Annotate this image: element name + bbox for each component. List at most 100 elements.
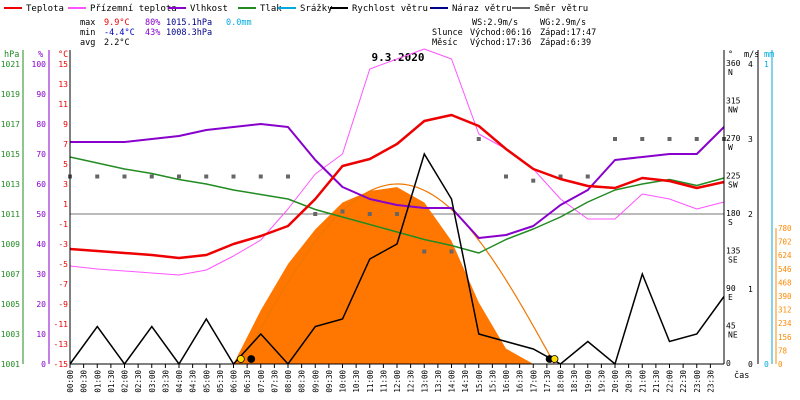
- wind-direction-point: [177, 174, 181, 179]
- legend-label: Vlhkost: [190, 4, 228, 14]
- stats-avg-temp: 2.2°C: [104, 38, 130, 48]
- sun-label: Slunce: [432, 28, 463, 38]
- x-tick-label: 10:30: [352, 370, 361, 393]
- legend-label: Přízemní teplota: [90, 4, 177, 14]
- temp-tick-label: 15: [58, 60, 68, 69]
- pct-tick-label: 10: [36, 330, 46, 339]
- temp-tick-label: 13: [58, 80, 68, 89]
- rain-tick-label: 0: [764, 360, 769, 369]
- x-tick-label: 22:00: [666, 370, 675, 393]
- x-tick-label: 16:00: [502, 370, 511, 393]
- pct-tick-label: 20: [36, 300, 46, 309]
- direction-tick-label: 360: [726, 59, 741, 68]
- stats-max-press: 1015.1hPa: [166, 18, 212, 28]
- x-tick-label: 09:00: [311, 370, 320, 393]
- legend-label: Rychlost větru: [352, 4, 428, 14]
- wind-direction-point: [313, 212, 318, 216]
- x-tick-label: 00:30: [80, 370, 89, 393]
- direction-tick-label: 90: [726, 284, 736, 293]
- left-axes: 1021101910171015101310111009100710051003…: [1, 50, 724, 369]
- temp-tick-label: -7: [58, 280, 68, 289]
- chart-title: 9.3.2020: [372, 51, 425, 64]
- wind-speed-tick-label: 1: [748, 285, 753, 294]
- temp-tick-label: 1: [63, 200, 68, 209]
- pct-tick-label: 40: [36, 240, 46, 249]
- wind-direction-point: [258, 174, 263, 179]
- x-tick-label: 21:00: [638, 370, 647, 393]
- x-tick-label: 17:00: [529, 370, 538, 393]
- sunset-time: Západ:17:47: [540, 28, 596, 38]
- direction-tick-label: 0: [726, 359, 731, 368]
- x-tick-label: 15:00: [475, 370, 484, 393]
- x-tick-label: 11:30: [379, 370, 388, 393]
- x-tick-label: 02:00: [121, 370, 130, 393]
- legend-item-pressure: Tlak: [238, 4, 282, 14]
- moonrise-time: Východ:17:36: [470, 38, 531, 48]
- x-tick-label: 23:30: [706, 370, 715, 393]
- wind-direction-point: [640, 137, 645, 141]
- moonset-time: Západ:6:39: [540, 38, 591, 48]
- direction-compass-label: E: [728, 293, 733, 302]
- temp-tick-label: 9: [63, 120, 68, 129]
- hpa-tick-label: 1007: [1, 270, 20, 279]
- pct-tick-label: 90: [36, 90, 46, 99]
- x-tick-label: 05:30: [216, 370, 225, 393]
- stats-min-temp: -4.4°C: [104, 28, 135, 38]
- axis-title-hpa: hPa: [4, 50, 19, 60]
- solar-clear-sky-curve: [240, 183, 555, 365]
- x-tick-label: 13:00: [420, 370, 429, 393]
- temp-tick-label: 11: [58, 100, 68, 109]
- temp-tick-label: 3: [63, 180, 68, 189]
- axis-title-mm: mm: [764, 50, 774, 60]
- x-tick-label: 20:00: [611, 370, 620, 393]
- legend-item-humidity: Vlhkost: [168, 4, 228, 14]
- hpa-tick-label: 1017: [1, 120, 20, 129]
- wind-direction-point: [558, 174, 563, 179]
- temperature-line: [69, 113, 725, 260]
- axis-title-c: °C: [58, 50, 68, 60]
- pressure-line: [69, 156, 725, 254]
- wind-direction-point: [231, 174, 236, 179]
- hpa-tick-label: 1013: [1, 180, 20, 189]
- sun-marker: [550, 355, 559, 363]
- legend: Teplota Přízemní teplota Vlhkost Tlak Sr…: [4, 4, 588, 14]
- x-tick-label: 03:00: [148, 370, 157, 393]
- wind-direction-point: [585, 174, 590, 179]
- stats-min-hum: 43%: [145, 28, 160, 38]
- x-tick-label: 08:00: [284, 370, 293, 393]
- wind-direction-point: [340, 209, 345, 214]
- x-tick-label: 19:00: [584, 370, 593, 393]
- x-tick-label: 22:30: [679, 370, 688, 393]
- moon-label: Měsíc: [432, 38, 458, 48]
- x-tick-label: 18:30: [570, 370, 579, 393]
- legend-item-wind: Rychlost větru: [330, 4, 428, 14]
- x-tick-label: 07:00: [257, 370, 266, 393]
- legend-item-rain: Srážky: [278, 4, 333, 14]
- x-tick-label: 00:00: [66, 370, 75, 393]
- solar-tick-label: 312: [778, 306, 792, 315]
- stats-max-temp: 9.9°C: [104, 18, 130, 28]
- rain-tick-label: 1: [764, 60, 769, 69]
- pct-tick-label: 100: [32, 60, 47, 69]
- x-axis: 00:00 00:30 01:00 01:30 02:00 02:30 03:00 03:30…: [66, 364, 715, 393]
- wind-direction-point: [204, 174, 209, 179]
- legend-label: Směr větru: [534, 4, 588, 14]
- x-axis-title: čas: [734, 370, 749, 381]
- legend-item-direction: Směr větru: [512, 4, 588, 14]
- x-tick-label: 10:00: [339, 370, 348, 393]
- x-tick-label: 04:00: [175, 370, 184, 393]
- temp-tick-label: 5: [63, 160, 68, 169]
- x-tick-label: 01:30: [107, 370, 116, 393]
- pct-tick-label: 60: [36, 180, 46, 189]
- axis-title-pct: %: [38, 50, 43, 60]
- solar-layer: [70, 183, 724, 365]
- wind-direction-point: [449, 249, 454, 254]
- direction-compass-label: S: [728, 218, 733, 227]
- x-tick-label: 06:30: [243, 370, 252, 393]
- wind-direction-point: [149, 174, 154, 179]
- astro-info: WS:2.9m/s WG:2.9m/s Slunce Východ:06:16 …: [432, 18, 596, 48]
- temp-tick-label: 7: [63, 140, 68, 149]
- humidity-line: [70, 123, 725, 239]
- x-tick-label: 16:30: [516, 370, 525, 393]
